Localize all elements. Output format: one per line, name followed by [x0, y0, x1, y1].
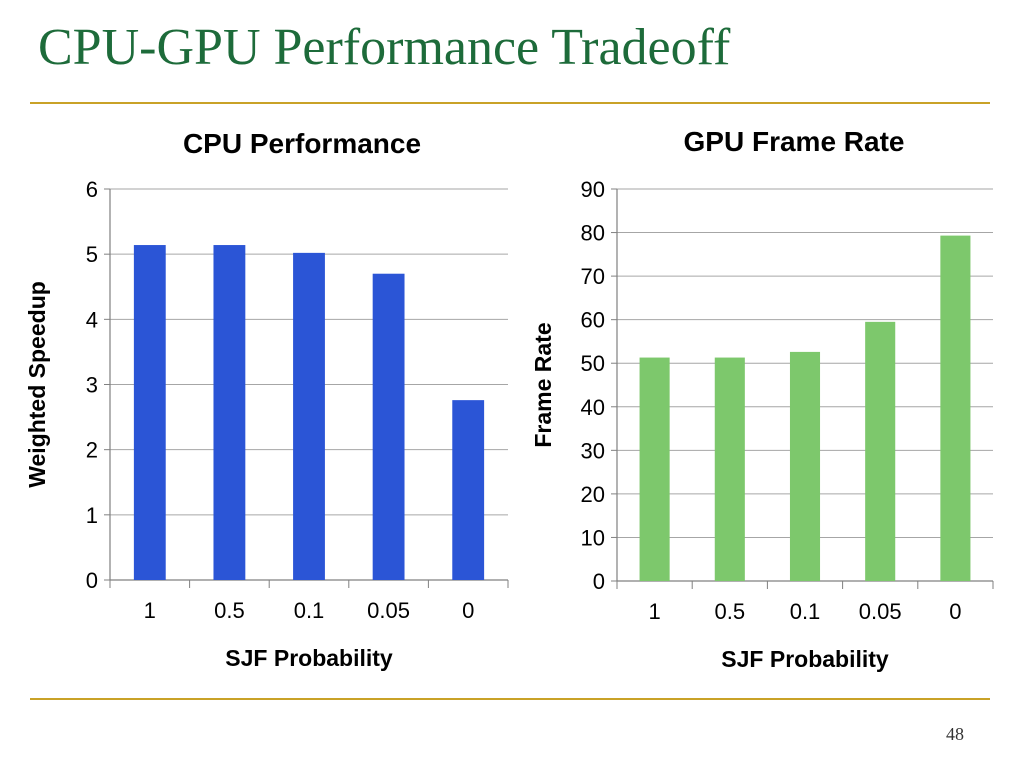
cpu-y-tick-label: 5: [86, 242, 98, 267]
cpu-y-axis-label: Weighted Speedup: [24, 281, 50, 488]
cpu-y-tick-label: 3: [86, 373, 98, 398]
gpu-bar-1: [639, 357, 670, 581]
cpu-x-tick-label: 0: [462, 598, 474, 623]
gpu-chart-title: GPU Frame Rate: [684, 126, 905, 157]
cpu-bar-0_5: [213, 245, 246, 580]
cpu-chart-title: CPU Performance: [183, 128, 421, 159]
cpu-y-tick-label: 0: [86, 568, 98, 593]
gpu-y-tick-label: 10: [581, 525, 605, 550]
cpu-x-axis-label: SJF Probability: [225, 645, 393, 671]
gpu-x-tick-label: 1: [648, 599, 660, 624]
cpu-x-tick-label: 0.05: [367, 598, 410, 623]
gpu-x-tick-label: 0.5: [715, 599, 746, 624]
cpu-x-tick-label: 0.1: [294, 598, 325, 623]
gpu-frame-rate-chart: GPU Frame Rate 0 10 20 30 40 50 60 70 80 90 1 0.5 0.1…: [530, 126, 994, 672]
gpu-y-tick-label: 50: [581, 351, 605, 376]
title-divider: [30, 102, 990, 104]
gpu-x-tick-label: 0.05: [859, 599, 902, 624]
cpu-bar-0_1: [293, 252, 325, 580]
footer-divider: [30, 698, 990, 700]
gpu-y-tick-label: 70: [581, 264, 605, 289]
gpu-y-tick-label: 30: [581, 438, 605, 463]
cpu-bar-1: [133, 245, 166, 580]
cpu-y-tick-label: 6: [86, 177, 98, 202]
gpu-y-tick-label: 90: [581, 177, 605, 202]
cpu-bar-0: [452, 400, 485, 580]
cpu-y-tick-label: 4: [86, 307, 98, 332]
gpu-bar-0_05: [865, 321, 896, 581]
cpu-y-tick-label: 2: [86, 438, 98, 463]
gpu-bar-0_1: [789, 351, 821, 581]
gpu-y-tick-label: 40: [581, 395, 605, 420]
gpu-y-axis-label: Frame Rate: [530, 322, 556, 447]
cpu-performance-chart: CPU Performance 0 1 2 3 4 5 6 1 0.5 0.1 0.05 0 SJF Pr…: [24, 128, 509, 671]
gpu-bar-0: [940, 235, 971, 582]
cpu-y-tick-label: 1: [86, 503, 98, 528]
cpu-x-tick-label: 1: [144, 598, 156, 623]
slide-title: CPU-GPU Performance Tradeoff: [38, 19, 731, 76]
gpu-y-tick-label: 0: [593, 569, 605, 594]
gpu-x-tick-label: 0: [949, 599, 961, 624]
gpu-y-tick-label: 60: [581, 308, 605, 333]
cpu-x-tick-label: 0.5: [214, 598, 245, 623]
gpu-bar-0_5: [714, 357, 745, 581]
gpu-y-tick-label: 80: [581, 221, 605, 246]
gpu-x-tick-label: 0.1: [790, 599, 821, 624]
gpu-y-tick-label: 20: [581, 482, 605, 507]
cpu-bar-0_05: [372, 273, 405, 580]
page-number: 48: [946, 724, 964, 744]
gpu-x-axis-label: SJF Probability: [721, 646, 889, 672]
